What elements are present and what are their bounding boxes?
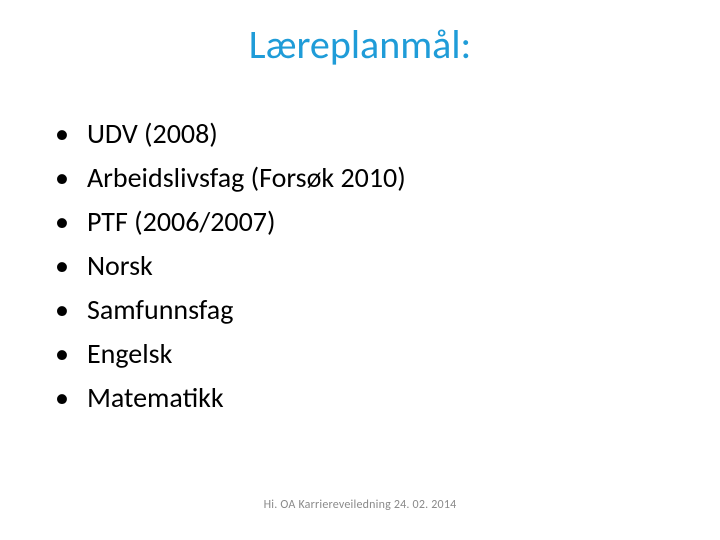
bullet-icon: • — [55, 247, 69, 285]
bullet-icon: • — [55, 291, 69, 329]
bullet-icon: • — [55, 203, 69, 241]
list-item: • Engelsk — [55, 335, 655, 373]
list-item: • Arbeidslivsfag (Forsøk 2010) — [55, 159, 655, 197]
list-item: • Norsk — [55, 247, 655, 285]
list-item-text: UDV (2008) — [87, 115, 218, 153]
list-item: • Samfunnsfag — [55, 291, 655, 329]
list-item-text: PTF (2006/2007) — [87, 203, 276, 241]
list-item: • UDV (2008) — [55, 115, 655, 153]
slide-title: Læreplanmål: — [0, 20, 720, 69]
bullet-icon: • — [55, 335, 69, 373]
list-item-text: Matematikk — [87, 379, 224, 417]
bullet-icon: • — [55, 159, 69, 197]
list-item-text: Samfunnsfag — [87, 291, 233, 329]
bullet-list: • UDV (2008) • Arbeidslivsfag (Forsøk 20… — [55, 115, 655, 423]
slide-footer: Hi. OA Karriereveiledning 24. 02. 2014 — [0, 498, 720, 512]
list-item: • PTF (2006/2007) — [55, 203, 655, 241]
list-item-text: Arbeidslivsfag (Forsøk 2010) — [87, 159, 406, 197]
bullet-icon: • — [55, 115, 69, 153]
bullet-icon: • — [55, 379, 69, 417]
slide: Læreplanmål: • UDV (2008) • Arbeidslivsf… — [0, 0, 720, 540]
list-item-text: Engelsk — [87, 335, 172, 373]
list-item-text: Norsk — [87, 247, 153, 285]
list-item: • Matematikk — [55, 379, 655, 417]
